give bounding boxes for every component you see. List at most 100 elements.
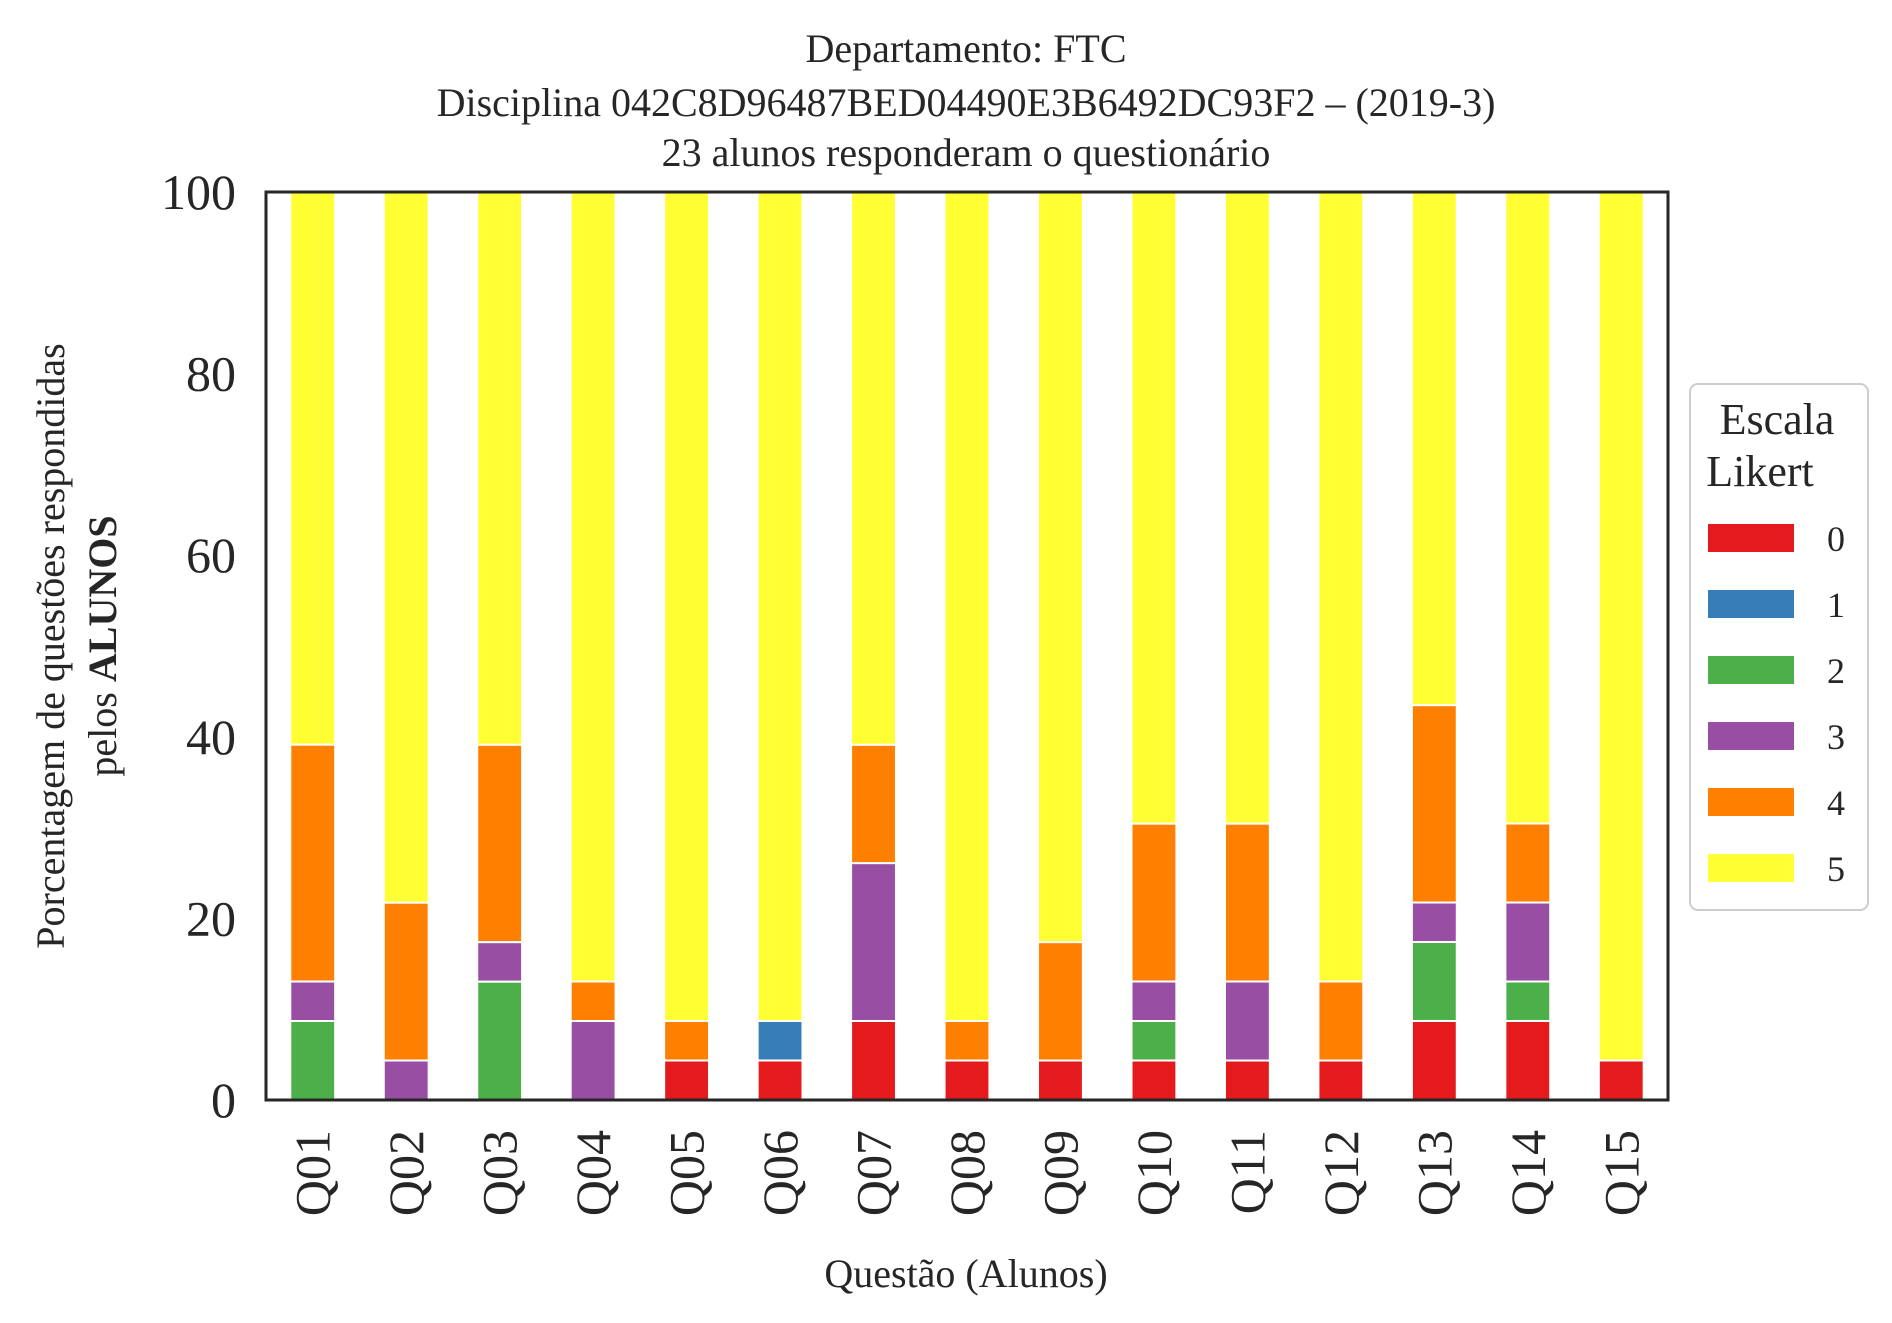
bar-q14-likert-0	[1504, 1020, 1552, 1101]
x-tick-label: Q07	[846, 1130, 902, 1216]
y-axis-label: Porcentagem de questões respondidas pelo…	[28, 343, 125, 948]
y-tick-label: 80	[186, 346, 236, 402]
bar-q02-likert-4	[382, 901, 430, 1062]
bar-q10-likert-2	[1130, 1020, 1178, 1062]
bar-q07-likert-4	[850, 743, 897, 865]
legend-swatch-2	[1708, 656, 1794, 684]
bar-q06-likert-0	[756, 1059, 804, 1101]
bar-q10-likert-0	[1130, 1059, 1178, 1101]
bar-q07-likert-0	[850, 1020, 897, 1101]
bar-q11-likert-3	[1223, 980, 1271, 1062]
bar-q01-likert-4	[289, 743, 337, 983]
bar-q09-likert-4	[1037, 941, 1084, 1062]
legend-swatch-0	[1708, 524, 1794, 552]
x-axis-label: Questão (Alunos)	[824, 1251, 1107, 1296]
legend-label-5: 5	[1827, 849, 1845, 889]
x-tick-label: Q15	[1593, 1130, 1649, 1216]
bar-q02-likert-5	[382, 191, 430, 904]
x-axis-ticks: Q01 Q02 Q03 Q04 Q05 Q06 Q07 Q08 Q09 Q10 Q11 Q12 Q13 Q…	[285, 1130, 1650, 1216]
chart-title: Departamento: FTC Disciplina 042C8D96487…	[437, 26, 1496, 175]
title-line-1: Departamento: FTC	[805, 26, 1126, 71]
x-tick-label: Q12	[1313, 1130, 1369, 1216]
bar-q01-likert-3	[289, 980, 337, 1023]
y-axis-ticks: 0 20 40 60 80 100	[161, 164, 236, 1128]
bar-q12-likert-0	[1317, 1059, 1365, 1101]
legend-title-line-2: Likert	[1706, 447, 1814, 496]
bar-q03-likert-2	[476, 980, 524, 1101]
y-axis-label-line-2: pelos ALUNOS	[80, 515, 125, 776]
legend-label-2: 2	[1827, 651, 1845, 691]
x-tick-label: Q02	[378, 1130, 434, 1216]
bar-q05-likert-5	[663, 191, 711, 1022]
y-axis-label-prefix: pelos	[80, 682, 125, 776]
bar-q11-likert-5	[1223, 191, 1271, 825]
x-tick-label: Q03	[472, 1130, 528, 1216]
legend-items: 0 1 2 3 4 5	[1708, 519, 1845, 889]
bar-q07-likert-3	[850, 862, 897, 1022]
x-tick-label: Q08	[939, 1130, 995, 1216]
y-tick-label: 100	[161, 164, 236, 220]
x-tick-label: Q09	[1033, 1130, 1089, 1216]
legend-label-4: 4	[1827, 783, 1845, 823]
plot-frame	[264, 190, 1670, 1102]
bar-q07-likert-5	[850, 191, 897, 746]
bar-q04-likert-5	[569, 191, 617, 983]
bar-q06-likert-5	[756, 191, 804, 1022]
y-tick-label: 20	[186, 890, 236, 946]
legend-swatch-1	[1708, 590, 1794, 618]
bar-q04-likert-3	[569, 1020, 617, 1101]
bar-q04-likert-4	[569, 980, 617, 1023]
bar-q09-likert-5	[1037, 191, 1084, 944]
y-tick-label: 0	[211, 1072, 236, 1128]
bar-q14-likert-4	[1504, 822, 1552, 904]
bar-q11-likert-4	[1223, 822, 1271, 983]
bar-q05-likert-4	[663, 1020, 711, 1062]
bar-q13-likert-5	[1410, 191, 1458, 707]
legend-label-1: 1	[1827, 585, 1845, 625]
bar-q13-likert-0	[1410, 1020, 1458, 1101]
x-tick-label: Q04	[565, 1130, 621, 1216]
title-line-2: Disciplina 042C8D96487BED04490E3B6492DC9…	[437, 80, 1496, 125]
y-tick-label: 40	[186, 709, 236, 765]
bar-q03-likert-5	[476, 191, 524, 746]
legend-label-0: 0	[1827, 519, 1845, 559]
bar-q09-likert-0	[1037, 1059, 1084, 1101]
bar-q13-likert-2	[1410, 941, 1458, 1023]
bar-q10-likert-5	[1130, 191, 1178, 825]
bar-q10-likert-3	[1130, 980, 1178, 1023]
bar-q12-likert-4	[1317, 980, 1365, 1062]
bar-q12-likert-5	[1317, 191, 1365, 983]
bar-q15-likert-5	[1597, 191, 1645, 1062]
bar-q15-likert-0	[1597, 1059, 1645, 1101]
legend: Escala Likert 0 1 2 3 4 5	[1689, 383, 1869, 911]
x-tick-label: Q10	[1126, 1130, 1182, 1216]
legend-swatch-5	[1708, 854, 1794, 882]
bar-q08-likert-5	[943, 191, 991, 1022]
legend-title-line-1: Escala	[1720, 395, 1835, 444]
bar-q14-likert-2	[1504, 980, 1552, 1023]
x-tick-label: Q01	[285, 1130, 341, 1216]
y-axis-label-line-1: Porcentagem de questões respondidas	[28, 343, 73, 948]
x-tick-label: Q13	[1406, 1130, 1462, 1216]
x-tick-label: Q05	[659, 1130, 715, 1216]
bar-q13-likert-3	[1410, 901, 1458, 944]
bar-q06-likert-1	[756, 1020, 804, 1062]
bar-q14-likert-5	[1504, 191, 1552, 825]
bar-q08-likert-4	[943, 1020, 991, 1062]
bar-q03-likert-3	[476, 941, 524, 983]
bar-q01-likert-2	[289, 1020, 337, 1101]
bar-q01-likert-5	[289, 191, 337, 746]
bar-q13-likert-4	[1410, 704, 1458, 904]
bar-q08-likert-0	[943, 1059, 991, 1101]
y-axis-label-bold: ALUNOS	[80, 515, 125, 682]
bar-q05-likert-0	[663, 1059, 711, 1101]
bar-q02-likert-3	[382, 1059, 430, 1101]
legend-label-3: 3	[1827, 717, 1845, 757]
y-tick-label: 60	[186, 527, 236, 583]
bar-q10-likert-4	[1130, 822, 1178, 983]
x-tick-label: Q14	[1500, 1130, 1556, 1216]
title-line-3: 23 alunos responderam o questionário	[662, 130, 1271, 175]
legend-box	[1689, 383, 1869, 911]
legend-swatch-4	[1708, 788, 1794, 816]
